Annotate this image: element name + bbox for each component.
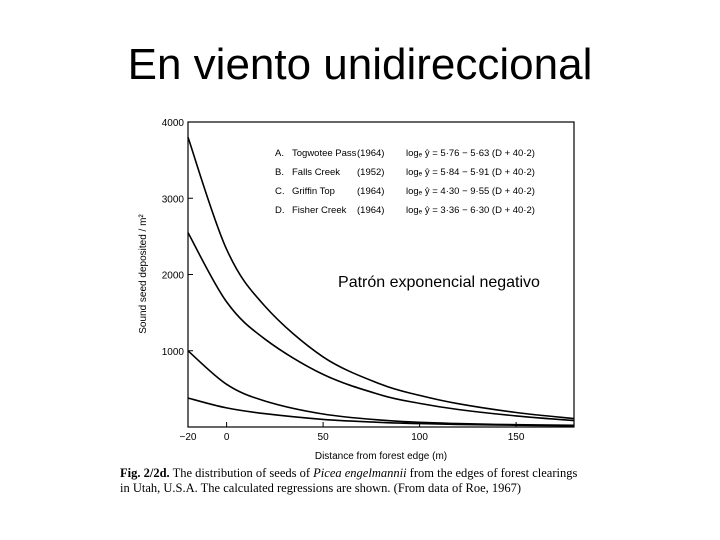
legend-equation: logₑ ŷ = 3·36 − 6·30 (D + 40·2) (406, 205, 535, 216)
legend-equation: logₑ ŷ = 5·84 − 5·91 (D + 40·2) (406, 167, 535, 178)
caption-text-before: The distribution of seeds of (169, 466, 314, 480)
legend-letter: D. (275, 205, 285, 216)
legend-letter: B. (275, 167, 284, 178)
x-tick-label: 100 (411, 432, 428, 443)
slide-title: En viento unidireccional (127, 40, 593, 89)
caption-species: Picea engelmannii (313, 466, 407, 480)
y-axis-label: Sound seed deposited / m² (138, 214, 149, 334)
legend-site: Togwotee Pass (292, 148, 357, 159)
x-tick-label: 50 (318, 432, 330, 443)
annotation-callout: Patrón exponencial negativo (318, 268, 560, 298)
legend-year: (1964) (357, 205, 384, 216)
legend-year: (1964) (357, 148, 384, 159)
caption-figure-label: Fig. 2/2d. (120, 466, 170, 480)
x-axis-label: Distance from forest edge (m) (315, 451, 447, 462)
legend-site: Falls Creek (292, 167, 340, 178)
legend-year: (1964) (357, 186, 384, 197)
series-line-a (187, 137, 575, 420)
caption-text-after: from the edges of forest clearings in Ut… (120, 466, 578, 495)
data-curves (187, 137, 575, 427)
y-tick-label: 4000 (162, 118, 185, 129)
x-tick-label: 150 (508, 432, 525, 443)
y-tick-label: 3000 (162, 194, 185, 205)
series-line-c (187, 350, 575, 427)
legend-equation: logₑ ŷ = 5·76 − 5·63 (D + 40·2) (406, 148, 535, 159)
x-tick-label: 0 (224, 432, 230, 443)
series-line-d (187, 397, 575, 427)
y-tick-label: 2000 (162, 271, 185, 282)
legend-equation: logₑ ŷ = 4·30 − 9·55 (D + 40·2) (406, 186, 535, 197)
legend: A. Togwotee Pass (1964) logₑ ŷ = 5·76 − 5·6… (275, 148, 535, 216)
legend-site: Griffin Top (292, 186, 335, 197)
y-tick-label: 1000 (162, 347, 185, 358)
figure-caption: Fig. 2/2d. The distribution of seeds of … (120, 466, 590, 496)
legend-year: (1952) (357, 167, 384, 178)
legend-site: Fisher Creek (292, 205, 347, 216)
x-tick-label: −20 (180, 432, 197, 443)
series-line-b (187, 232, 575, 422)
legend-letter: A. (275, 148, 284, 159)
legend-letter: C. (275, 186, 285, 197)
